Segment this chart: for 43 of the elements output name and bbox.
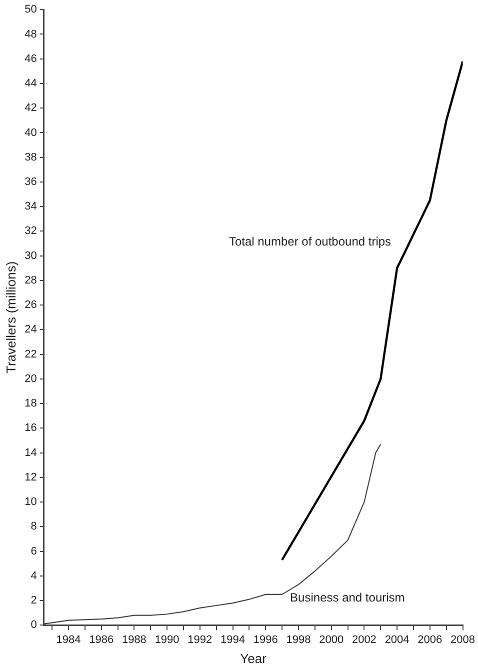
y-tick-label: 14 xyxy=(24,446,37,459)
y-tick-label: 8 xyxy=(30,520,37,533)
y-tick-label: 50 xyxy=(24,4,37,16)
x-tick-label: 1998 xyxy=(286,634,311,646)
y-tick-label: 22 xyxy=(24,348,37,360)
x-tick-label: 1994 xyxy=(220,634,246,646)
x-tick-label: 1984 xyxy=(56,634,81,646)
x-tick-label: 1990 xyxy=(154,634,180,646)
y-tick-label: 0 xyxy=(30,619,37,632)
y-tick-label: 10 xyxy=(24,496,37,508)
y-tick-label: 2 xyxy=(30,594,37,607)
x-tick-label: 1996 xyxy=(253,634,278,646)
x-tick-label: 1992 xyxy=(188,634,212,646)
y-tick-label: 6 xyxy=(30,545,37,558)
y-tick-label: 38 xyxy=(24,151,37,164)
y-tick-label: 36 xyxy=(24,176,37,188)
y-tick-label: 34 xyxy=(24,200,37,213)
x-tick-label: 2004 xyxy=(384,634,410,646)
series-label: Business and tourism xyxy=(290,590,405,605)
y-tick-label: 30 xyxy=(24,250,37,262)
y-axis-title: Travellers (millions) xyxy=(3,261,18,374)
y-tick-label: 20 xyxy=(24,372,37,385)
y-tick-label: 40 xyxy=(24,126,37,139)
x-tick-label: 2006 xyxy=(418,634,442,646)
y-tick-label: 12 xyxy=(24,471,37,484)
y-tick-label: 44 xyxy=(24,78,37,90)
x-tick-label: 1986 xyxy=(89,634,114,646)
y-tick-label: 32 xyxy=(24,225,37,238)
x-tick-label: 1988 xyxy=(122,634,146,646)
y-tick-label: 26 xyxy=(24,299,37,312)
x-axis-title: Year xyxy=(240,650,268,666)
y-tick-label: 16 xyxy=(24,422,37,434)
x-tick-label: 2000 xyxy=(319,634,344,646)
x-tick-label: 2002 xyxy=(352,634,376,646)
y-tick-label: 24 xyxy=(24,324,37,336)
series-label: Total number of outbound trips xyxy=(228,234,392,248)
y-tick-label: 28 xyxy=(24,274,37,286)
y-tick-label: 18 xyxy=(24,398,37,410)
y-tick-label: 46 xyxy=(24,52,37,65)
x-tick-label: 2008 xyxy=(450,634,476,646)
y-tick-label: 4 xyxy=(30,570,37,582)
y-tick-label: 48 xyxy=(24,28,37,40)
y-tick-label: 42 xyxy=(24,102,37,114)
